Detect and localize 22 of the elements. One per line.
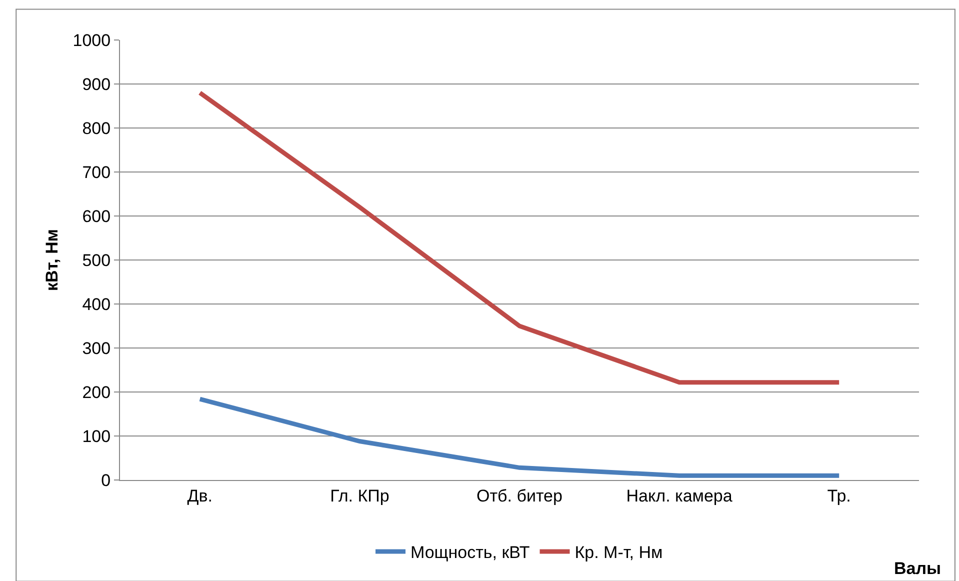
- line-series: [198, 396, 842, 478]
- y-tick-label: 900: [82, 74, 111, 94]
- legend-label: Кр. М-т, Нм: [574, 543, 663, 562]
- x-tick-label: Накл. камера: [626, 486, 733, 506]
- y-tick-label: 800: [82, 118, 111, 138]
- x-tick-label: Гл. КПр: [330, 486, 390, 506]
- y-tick-label: 100: [82, 426, 111, 446]
- y-tick-label: 600: [82, 206, 111, 226]
- y-tick-label: 700: [82, 162, 111, 182]
- y-tick-label: 200: [82, 382, 111, 402]
- x-tick-label: Дв.: [187, 486, 213, 506]
- y-tick-label: 0: [101, 470, 111, 490]
- y-tick-label: 400: [82, 294, 111, 314]
- legend-label: Мощность, кВТ: [410, 543, 530, 562]
- y-tick-label: 300: [82, 338, 111, 358]
- x-tick-label: Тр.: [827, 486, 851, 506]
- x-tick-label: Отб. битер: [476, 486, 562, 506]
- y-tick-label: 1000: [72, 30, 111, 50]
- x-axis-title: Валы: [894, 559, 942, 578]
- line-series: [198, 90, 842, 385]
- y-axis-title: кВт, Нм: [42, 229, 62, 291]
- y-tick-label: 500: [82, 250, 111, 270]
